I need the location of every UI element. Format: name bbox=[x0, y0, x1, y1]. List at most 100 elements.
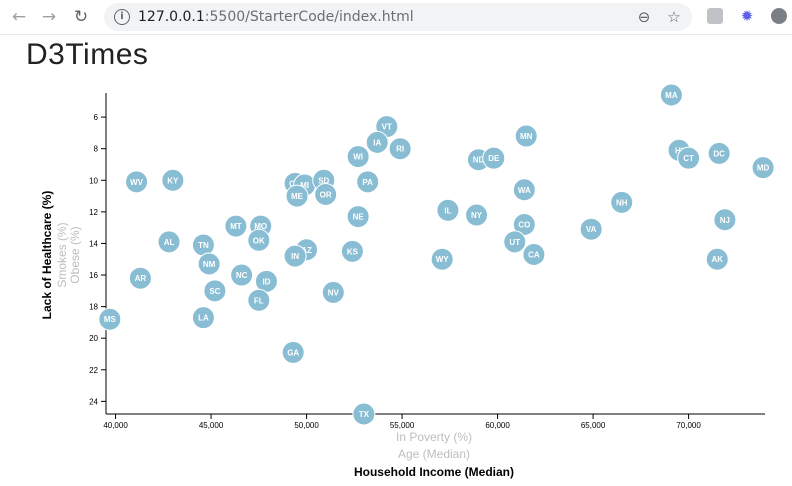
x-tick-label: 65,000 bbox=[581, 421, 606, 430]
state-marker bbox=[579, 217, 603, 241]
state-marker bbox=[346, 145, 370, 169]
state-marker bbox=[514, 124, 538, 148]
state-label: CT bbox=[683, 154, 694, 163]
y-axis-label: Obese (%) bbox=[68, 226, 82, 283]
state-label: IA bbox=[373, 138, 381, 147]
state-label: DC bbox=[713, 149, 725, 158]
state-label: WV bbox=[130, 178, 144, 187]
x-tick-label: 40,000 bbox=[103, 421, 128, 430]
x-tick-label: 60,000 bbox=[485, 421, 510, 430]
state-label: MO bbox=[254, 222, 267, 231]
state-label: NM bbox=[203, 260, 216, 269]
state-marker bbox=[340, 239, 364, 263]
state-label: KY bbox=[167, 176, 179, 185]
state-label: WI bbox=[353, 153, 363, 162]
state-label: AL bbox=[164, 238, 175, 247]
y-tick-label: 22 bbox=[89, 366, 98, 375]
state-label: RI bbox=[396, 145, 404, 154]
y-tick-label: 16 bbox=[89, 271, 98, 280]
state-marker bbox=[677, 146, 701, 170]
url-host: 127.0.0.1 bbox=[138, 9, 205, 25]
state-label: CO bbox=[518, 220, 530, 229]
state-marker bbox=[157, 230, 181, 254]
state-label: WY bbox=[436, 255, 450, 264]
state-label: VT bbox=[382, 123, 392, 132]
state-marker bbox=[713, 208, 737, 232]
state-label: IN bbox=[291, 252, 299, 261]
state-marker bbox=[247, 288, 271, 312]
state-marker bbox=[388, 137, 412, 161]
state-marker bbox=[352, 402, 376, 426]
state-label: TX bbox=[359, 410, 370, 419]
state-label: MN bbox=[520, 132, 533, 141]
profile-icon[interactable] bbox=[771, 8, 787, 24]
forward-arrow-icon[interactable]: → bbox=[41, 7, 57, 27]
site-info-icon[interactable]: i bbox=[114, 9, 130, 25]
extension-gear-icon[interactable]: ✹ bbox=[740, 7, 754, 25]
state-label: MD bbox=[757, 164, 770, 173]
state-label: HI bbox=[675, 146, 683, 155]
state-marker bbox=[610, 190, 634, 214]
state-marker bbox=[465, 203, 489, 227]
state-label: OK bbox=[253, 236, 265, 245]
bookmark-star-icon[interactable]: ☆ bbox=[667, 8, 681, 26]
state-label: LA bbox=[198, 314, 209, 323]
y-tick-label: 12 bbox=[89, 208, 98, 217]
chart-axes: 40,000 45,000 50,000 55,000 60,000 65,000 70,0… bbox=[89, 93, 765, 430]
state-label: MT bbox=[230, 222, 242, 231]
state-marker bbox=[281, 340, 305, 364]
state-label: MI bbox=[300, 181, 309, 190]
state-label: NE bbox=[353, 213, 365, 222]
state-label: ID bbox=[262, 277, 270, 286]
address-bar-url[interactable]: 127.0.0.1:5500/StarterCode/index.html bbox=[138, 3, 414, 31]
y-tick-label: 18 bbox=[89, 303, 98, 312]
state-marker bbox=[705, 247, 729, 271]
y-tick-label: 6 bbox=[94, 113, 99, 122]
x-tick-label: 55,000 bbox=[390, 421, 415, 430]
browser-toolbar: ← → ↻ i 127.0.0.1:5500/StarterCode/index… bbox=[0, 0, 792, 35]
y-tick-label: 10 bbox=[89, 176, 98, 185]
state-label: SC bbox=[209, 287, 220, 296]
chart-axis-labels: In Poverty (%) Age (Median) Household Inco… bbox=[40, 191, 514, 479]
x-tick-label: 50,000 bbox=[294, 421, 319, 430]
state-marker bbox=[430, 247, 454, 271]
state-label: NY bbox=[471, 211, 483, 220]
state-label: MS bbox=[104, 315, 117, 324]
state-label: NC bbox=[236, 271, 248, 280]
state-label: NH bbox=[616, 198, 628, 207]
reload-icon[interactable]: ↻ bbox=[73, 7, 89, 27]
y-axis-label: Smokes (%) bbox=[55, 222, 69, 287]
state-marker bbox=[522, 243, 546, 266]
page-title: D3Times bbox=[26, 38, 149, 71]
state-label: CA bbox=[528, 251, 540, 260]
state-marker bbox=[98, 307, 122, 331]
state-label: PA bbox=[362, 178, 373, 187]
state-marker bbox=[512, 178, 536, 202]
y-tick-label: 14 bbox=[89, 239, 98, 248]
x-tick-label: 70,000 bbox=[676, 421, 701, 430]
x-axis-label: Age (Median) bbox=[398, 447, 470, 461]
x-tick-label: 45,000 bbox=[199, 421, 224, 430]
state-label: IL bbox=[444, 206, 451, 215]
state-marker bbox=[356, 170, 380, 194]
state-label: ME bbox=[291, 192, 304, 201]
extension-puzzle-icon[interactable] bbox=[707, 8, 723, 24]
state-marker bbox=[314, 182, 338, 206]
x-axis-label: In Poverty (%) bbox=[396, 430, 472, 444]
back-arrow-icon[interactable]: ← bbox=[11, 7, 27, 27]
zoom-icon[interactable]: ⊖ bbox=[637, 8, 651, 26]
state-label: VA bbox=[586, 225, 597, 234]
state-marker bbox=[125, 170, 149, 194]
state-marker bbox=[346, 205, 370, 229]
state-label: UT bbox=[509, 238, 520, 247]
state-marker bbox=[191, 306, 215, 330]
chart-points: MAVTIARIMNHIDCCTMDWINDDEWVKYOHMISDPAMEOR… bbox=[98, 83, 775, 426]
state-label: AZ bbox=[301, 246, 312, 255]
url-path: :5500/StarterCode/index.html bbox=[204, 9, 414, 25]
state-label: OR bbox=[320, 190, 332, 199]
state-marker bbox=[224, 214, 248, 238]
address-bar[interactable]: i 127.0.0.1:5500/StarterCode/index.html … bbox=[104, 3, 692, 31]
state-marker bbox=[230, 263, 254, 287]
state-marker bbox=[482, 146, 506, 170]
